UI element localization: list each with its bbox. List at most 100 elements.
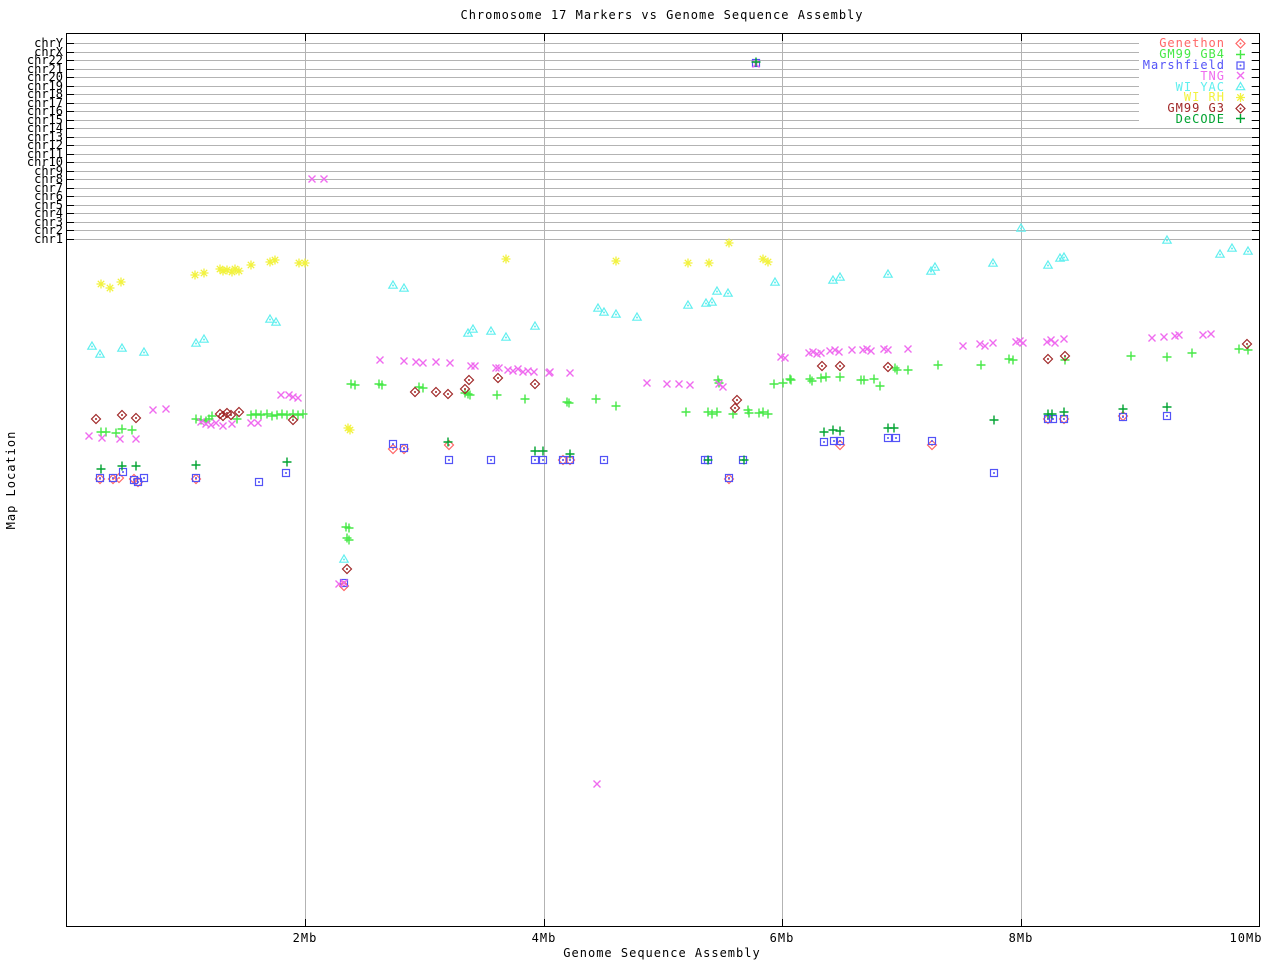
x-gridline: [782, 34, 783, 926]
data-point-gm99-gb4: [753, 407, 765, 419]
data-point-tng: [718, 382, 728, 392]
right-axis-tick: [1252, 162, 1259, 163]
data-point-wi-yac: [1243, 246, 1253, 255]
chromosome-gridline: [67, 238, 1259, 240]
data-point-gm99-g3: [492, 372, 504, 384]
left-axis-tick: [67, 102, 74, 104]
data-point-gm99-g3: [116, 409, 128, 421]
data-point-gm99-gb4: [343, 534, 355, 546]
data-point-gm99-gb4: [116, 423, 128, 435]
left-axis-tick: [67, 230, 74, 231]
x-axis-title: Genome Sequence Assembly: [563, 946, 761, 960]
chromosome-label: chr13: [26, 129, 63, 144]
data-point-gm99-g3: [341, 563, 353, 575]
right-axis-tick: [1252, 221, 1259, 223]
data-point-wi-yac: [930, 262, 940, 271]
data-point-gm99-gb4: [1233, 343, 1245, 355]
data-point-decode: [130, 460, 142, 472]
data-point-gm99-gb4: [266, 410, 278, 422]
chromosome-label: chr17: [26, 95, 63, 110]
legend-label: WI RH: [1183, 90, 1225, 105]
data-point-gm99-gb4: [349, 379, 361, 391]
data-point-wi-yac: [1215, 249, 1225, 258]
data-point-wi-yac: [139, 347, 149, 356]
data-point-gm99-g3: [442, 388, 454, 400]
data-point-marshfield: [254, 477, 264, 487]
data-point-wi-rh: [344, 424, 356, 436]
data-point-tng: [227, 419, 237, 429]
data-point-decode: [988, 414, 1000, 426]
chromosome-label: chr18: [26, 87, 63, 101]
data-point-tng: [1050, 338, 1060, 348]
chromosome-gridline: [67, 179, 1259, 180]
data-point-gm99-g3: [1042, 353, 1054, 365]
data-point-wi-rh: [299, 257, 311, 269]
right-axis-tick: [1252, 204, 1259, 206]
data-point-decode: [537, 445, 549, 457]
data-point-gm99-g3: [529, 378, 541, 390]
data-point-gm99-gb4: [519, 393, 531, 405]
data-point-gm99-gb4: [250, 408, 262, 420]
data-point-wi-yac: [988, 258, 998, 267]
right-axis-tick: [1252, 119, 1259, 121]
x-tick-label: 2Mb: [292, 931, 318, 945]
data-point-decode: [827, 424, 839, 436]
x-tick-label: 4Mb: [531, 931, 557, 945]
chromosome-label: chr21: [26, 61, 63, 76]
right-axis-tick: [1252, 213, 1259, 214]
chromosome-gridline: [67, 51, 1259, 53]
chromosome-label: chrY: [34, 36, 63, 50]
chromosome-gridline: [67, 102, 1259, 104]
data-point-gm99-gb4: [702, 406, 714, 418]
data-point-gm99-gb4: [785, 374, 797, 386]
left-axis-tick: [67, 43, 74, 44]
right-axis-tick: [1252, 77, 1259, 78]
chromosome-label: chr14: [26, 121, 63, 135]
data-points-layer: [84, 56, 1254, 789]
data-point-wi-yac: [707, 297, 717, 306]
chromosome-gridline: [67, 43, 1259, 44]
legend-label: WI YAC: [1175, 79, 1225, 94]
data-point-tng: [565, 368, 575, 378]
data-point-tng: [470, 361, 480, 371]
data-point-tng: [592, 779, 602, 789]
legend-row: WI YAC: [1143, 79, 1247, 94]
data-point-tng: [1198, 330, 1208, 340]
chromosome-gridline: [67, 119, 1259, 121]
chromosome-label: chr9: [34, 163, 63, 178]
data-point-gm99-gb4: [768, 378, 780, 390]
right-axis-tick: [1252, 170, 1259, 172]
data-point-wi-yac: [723, 288, 733, 297]
right-axis-tick: [1252, 43, 1259, 44]
top-axis-tick: [305, 34, 306, 41]
top-axis-tick: [1021, 34, 1022, 41]
data-point-tng: [148, 405, 158, 415]
data-point-gm99-gb4: [491, 389, 503, 401]
data-point-gm99-gb4: [820, 371, 832, 383]
data-point-gm99-gb4: [190, 413, 202, 425]
right-axis-tick: [1252, 187, 1259, 189]
chromosome-gridline: [67, 94, 1259, 95]
x-tick-label: 10Mb: [1229, 931, 1263, 945]
chromosome-gridline: [67, 136, 1259, 138]
x-gridline: [544, 34, 545, 926]
data-point-gm99-gb4: [341, 532, 353, 544]
data-point-gm99-gb4: [345, 378, 357, 390]
left-axis-tick: [67, 51, 74, 53]
data-point-gm99-gb4: [706, 408, 718, 420]
chromosome-label: chr1: [34, 231, 63, 246]
top-axis-tick: [544, 34, 545, 41]
top-axis-tick: [1259, 34, 1260, 41]
data-point-decode: [834, 425, 846, 437]
data-point-tng: [246, 418, 256, 428]
data-point-gm99-gb4: [804, 373, 816, 385]
data-point-wi-rh: [95, 278, 107, 290]
left-axis-tick: [67, 213, 74, 214]
data-point-wi-yac: [199, 334, 209, 343]
data-point-gm99-g3: [430, 386, 442, 398]
right-axis-tick: [1252, 85, 1259, 87]
data-point-gm99-g3: [90, 413, 102, 425]
data-point-tng: [399, 356, 409, 366]
data-point-wi-yac: [835, 272, 845, 281]
data-point-wi-yac: [712, 286, 722, 295]
